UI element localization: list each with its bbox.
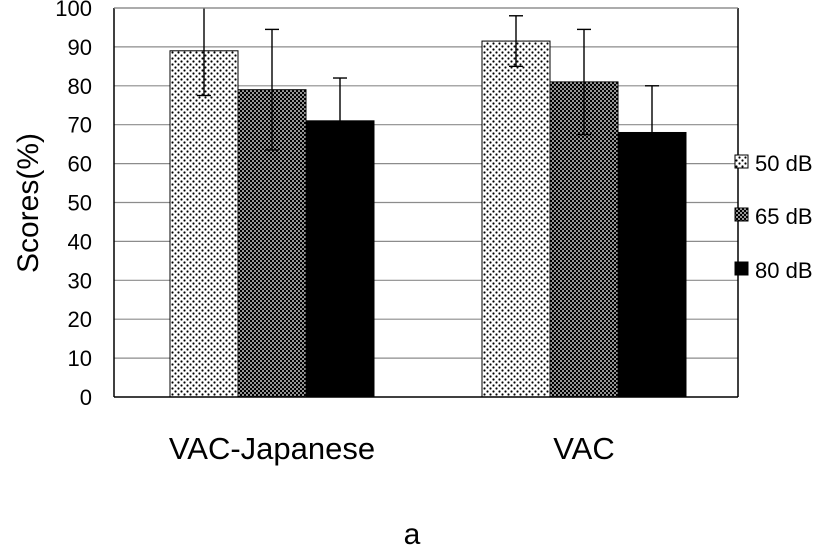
bar [169,50,239,398]
y-tick-label: 50 [68,191,92,216]
bars [169,40,687,398]
y-tick-label: 90 [68,35,92,60]
y-tick-label: 0 [80,385,92,410]
y-tick-label: 30 [68,268,92,293]
y-tick-label: 20 [68,307,92,332]
legend-swatch [734,154,749,169]
x-tick-labels: VAC-Japanese VAC [169,431,615,466]
y-axis-title: Scores(%) [12,133,45,273]
y-tick-label: 80 [68,74,92,99]
bar [305,120,375,398]
error-bars [197,8,659,180]
x-tick-label: VAC-Japanese [169,431,375,466]
y-tick-label: 100 [55,0,92,21]
bar [481,40,551,398]
legend: 50 dB 65 dB 80 dB [734,151,813,283]
panel-label: a [404,518,421,551]
y-tick-label: 70 [68,113,92,138]
y-tick-label: 40 [68,229,92,254]
y-tick-label: 10 [68,346,92,371]
legend-swatch [734,207,749,222]
x-tick-label: VAC [553,431,614,466]
legend-label: 50 dB [755,151,813,176]
legend-label: 65 dB [755,204,813,229]
y-tick-label: 60 [68,152,92,177]
legend-swatch [734,261,749,276]
y-tick-labels: 0 10 20 30 40 50 60 70 80 90 100 [55,0,92,410]
axes [113,7,739,398]
legend-label: 80 dB [755,258,813,283]
